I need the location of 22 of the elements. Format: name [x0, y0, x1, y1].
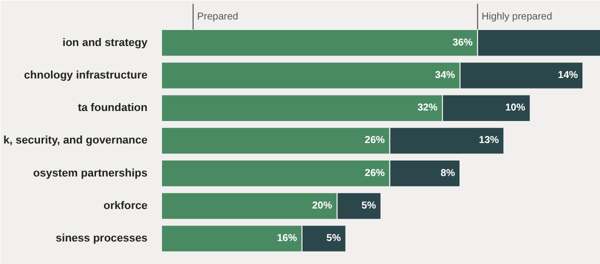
data-label: 26%	[364, 135, 385, 146]
data-label: 14%	[558, 70, 578, 82]
y-tick-label: osystem partnerships	[33, 167, 148, 180]
series-label: Prepared	[197, 11, 238, 22]
y-tick-label: ion and strategy	[62, 36, 148, 49]
data-label: 5%	[326, 233, 341, 244]
y-tick-label: orkforce	[103, 200, 148, 212]
data-label: 8%	[440, 168, 456, 179]
y-tick-label: siness processes	[56, 232, 148, 245]
data-label: 13%	[478, 135, 500, 146]
series-label: Highly prepared	[482, 11, 552, 22]
data-label: 16%	[276, 233, 298, 244]
y-tick-label: ta foundation	[78, 102, 148, 114]
data-label: 10%	[505, 102, 526, 114]
data-label: 34%	[435, 70, 456, 82]
data-label: 36%	[452, 37, 473, 48]
y-tick-label: k, security, and governance	[3, 134, 148, 147]
data-label: 26%	[364, 168, 385, 179]
data-label: 20%	[312, 200, 332, 212]
y-tick-label: chnology infrastructure	[24, 70, 148, 82]
data-label: 5%	[362, 200, 376, 212]
data-label: 32%	[417, 102, 438, 114]
